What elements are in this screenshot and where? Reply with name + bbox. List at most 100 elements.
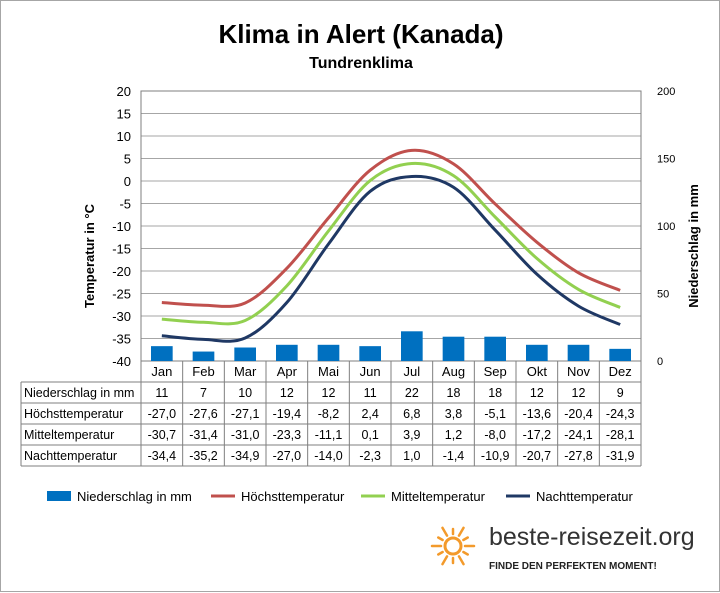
y-left-tick-label: -5 — [119, 197, 131, 212]
precip-bar-apr — [276, 344, 298, 361]
table-cell: -8,0 — [484, 428, 506, 442]
table-cell: -34,4 — [148, 449, 177, 463]
y-left-tick-label: -35 — [112, 332, 131, 347]
legend-label: Nachttemperatur — [536, 489, 633, 504]
brand-name[interactable]: beste-reisezeit.org — [489, 523, 695, 551]
x-tick-label: Dez — [609, 364, 632, 379]
table-cell: 0,1 — [361, 428, 378, 442]
table-cell: -14,0 — [314, 449, 343, 463]
table-cell: 10 — [238, 386, 252, 400]
table-cell: 1,0 — [403, 449, 420, 463]
precip-bar-nov — [567, 344, 590, 361]
table-cell: -20,7 — [523, 449, 552, 463]
x-tick-label: Feb — [192, 364, 214, 379]
y-left-tick-label: -15 — [112, 242, 131, 257]
x-tick-label: Jul — [404, 364, 421, 379]
x-tick-label: Aug — [442, 364, 465, 379]
y-left-tick-label: 5 — [124, 152, 131, 167]
table-cell: 7 — [200, 386, 207, 400]
precip-bar-mar — [234, 347, 256, 361]
line-nachttemperatur — [161, 174, 621, 343]
precip-bar-mai — [317, 344, 340, 361]
table-cell: 18 — [488, 386, 502, 400]
table-cell: 9 — [617, 386, 624, 400]
precip-bar-okt — [526, 344, 548, 361]
y-left-tick-label: -25 — [112, 287, 131, 302]
y-right-tick-label: 100 — [657, 221, 675, 233]
table-cell: 12 — [322, 386, 336, 400]
table-cell: -24,3 — [606, 407, 635, 421]
x-tick-label: Jan — [151, 364, 172, 379]
table-row-label: Mitteltemperatur — [24, 428, 114, 442]
table-cell: -1,4 — [443, 449, 465, 463]
table-cell: -23,3 — [273, 428, 302, 442]
y-left-tick-label: 10 — [117, 129, 131, 144]
table-row-label: Niederschlag in mm — [24, 386, 134, 400]
legend-label: Niederschlag in mm — [77, 489, 192, 504]
table-cell: -27,1 — [231, 407, 260, 421]
sun-icon — [430, 526, 476, 566]
table-cell: 2,4 — [361, 407, 378, 421]
brand-tagline: FINDE DEN PERFEKTEN MOMENT! — [489, 561, 657, 572]
x-tick-label: Apr — [277, 364, 298, 379]
table-cell: -19,4 — [273, 407, 302, 421]
y-right-tick-label: 200 — [657, 86, 675, 98]
y-left-tick-label: -20 — [112, 264, 131, 279]
table-cell: -35,2 — [189, 449, 218, 463]
table-cell: 12 — [530, 386, 544, 400]
table-cell: -30,7 — [148, 428, 177, 442]
table-cell: -27,6 — [189, 407, 218, 421]
table-cell: 18 — [447, 386, 461, 400]
table-cell: -24,1 — [564, 428, 593, 442]
y-left-tick-label: -10 — [112, 219, 131, 234]
table-cell: -31,4 — [189, 428, 218, 442]
table-cell: -27,0 — [273, 449, 302, 463]
legend-label: Höchsttemperatur — [241, 489, 345, 504]
precip-bar-jun — [359, 346, 381, 361]
table-cell: 3,8 — [445, 407, 462, 421]
y-right-tick-label: 0 — [657, 356, 663, 368]
y-left-tick-label: -40 — [112, 354, 131, 369]
y-right-axis-title: Niederschlag in mm — [686, 184, 701, 308]
precip-bar-sep — [484, 336, 506, 361]
table-cell: -5,1 — [484, 407, 506, 421]
table-cell: -20,4 — [564, 407, 593, 421]
table-cell: 11 — [155, 386, 168, 400]
precip-bar-jan — [151, 346, 173, 361]
y-right-tick-label: 50 — [657, 289, 669, 301]
x-tick-label: Mar — [234, 364, 257, 379]
table-cell: -8,2 — [318, 407, 340, 421]
table-cell: 12 — [280, 386, 294, 400]
x-tick-label: Mai — [318, 364, 339, 379]
table-cell: 11 — [364, 386, 377, 400]
table-cell: 6,8 — [403, 407, 420, 421]
table-cell: -31,0 — [231, 428, 260, 442]
y-left-tick-label: -30 — [112, 309, 131, 324]
table-cell: -2,3 — [359, 449, 381, 463]
table-cell: -27,8 — [564, 449, 593, 463]
table-cell: 12 — [572, 386, 586, 400]
table-cell: 22 — [405, 386, 419, 400]
table-row-label: Nachttemperatur — [24, 449, 117, 463]
x-tick-label: Okt — [527, 364, 548, 379]
line-höchsttemperatur — [161, 148, 621, 308]
legend-label: Mitteltemperatur — [391, 489, 486, 504]
table-cell: -28,1 — [606, 428, 635, 442]
x-tick-label: Sep — [484, 364, 507, 379]
chart-title: Klima in Alert (Kanada) — [218, 19, 504, 49]
table-cell: -10,9 — [481, 449, 510, 463]
legend-swatch — [47, 491, 71, 501]
line-mitteltemperatur — [161, 161, 621, 326]
precip-bar-feb — [192, 351, 215, 361]
table-cell: 3,9 — [403, 428, 420, 442]
x-tick-label: Nov — [567, 364, 591, 379]
table-cell: 1,2 — [445, 428, 462, 442]
table-cell: -31,9 — [606, 449, 635, 463]
y-left-tick-label: 0 — [124, 174, 131, 189]
y-right-tick-label: 150 — [657, 154, 675, 166]
precip-bar-jul — [401, 331, 423, 361]
y-left-tick-label: 20 — [117, 84, 131, 99]
chart-subtitle: Tundrenklima — [309, 55, 413, 72]
